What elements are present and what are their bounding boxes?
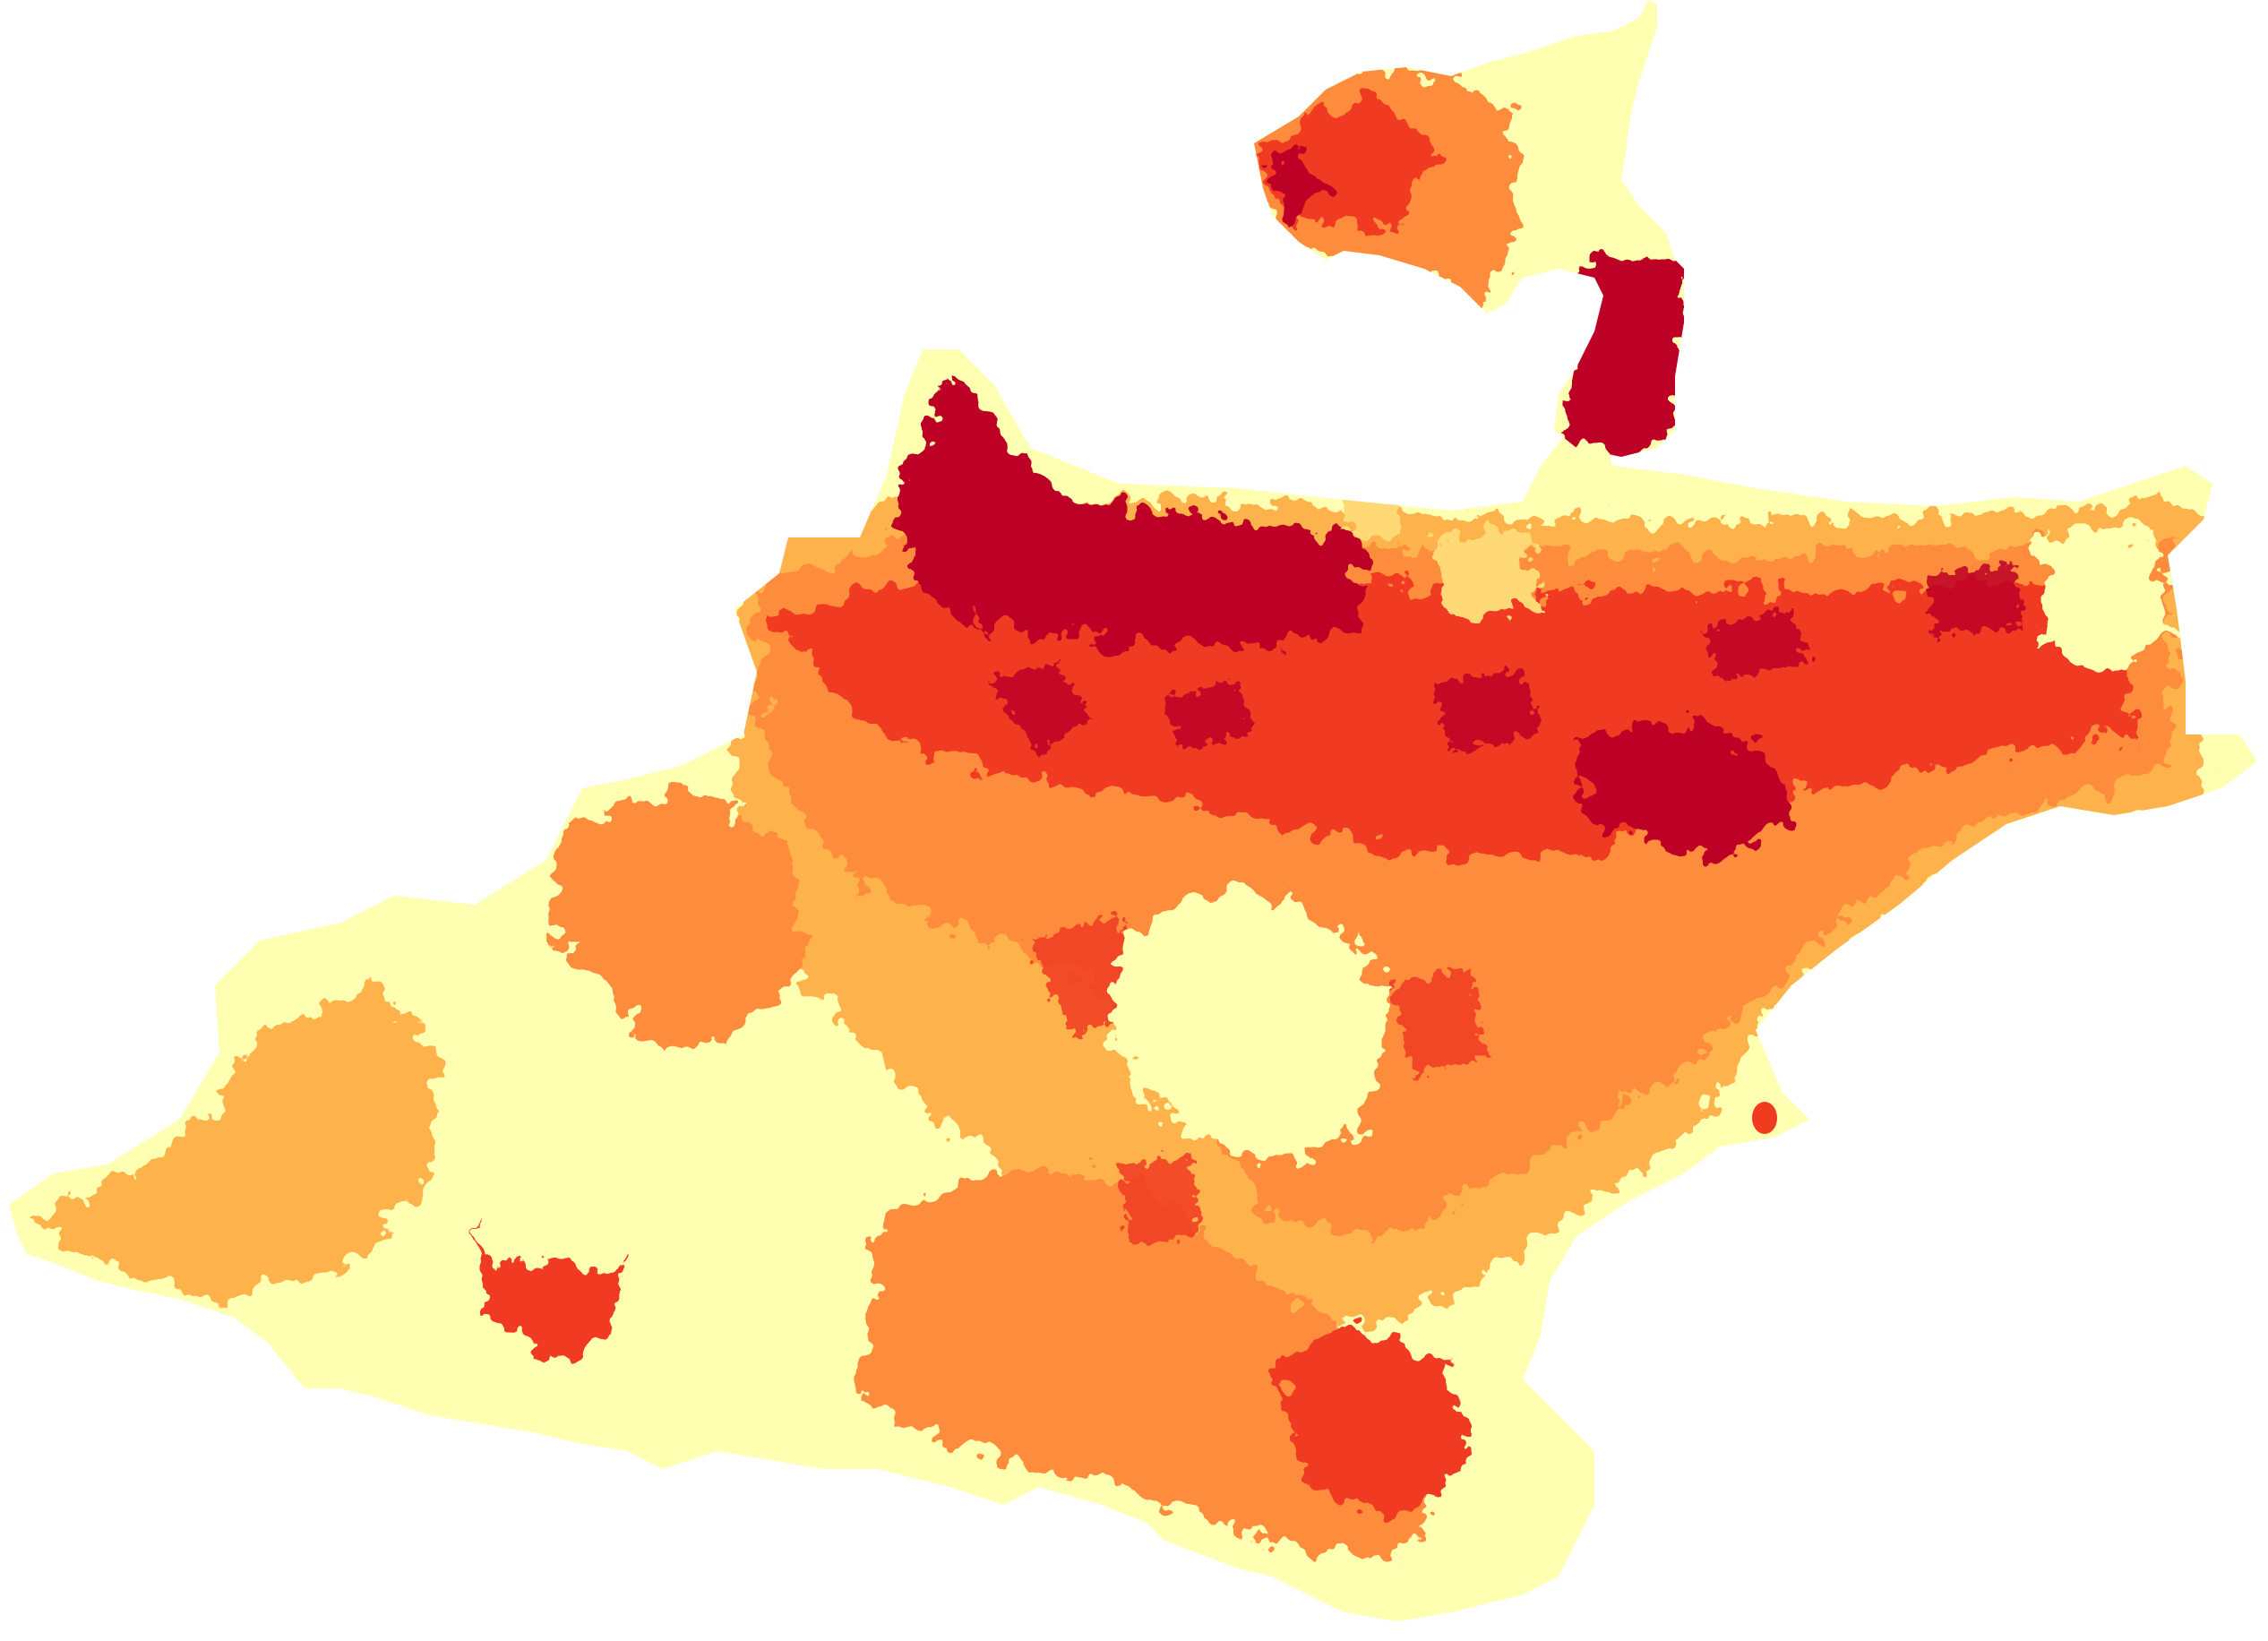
class-zones-main	[36, 376, 2204, 1559]
zone-class-6-east	[1576, 717, 1791, 860]
zone-class-4-west	[555, 788, 806, 1057]
patch-class-2	[1344, 484, 1541, 618]
patch-class-1-west	[430, 949, 699, 1272]
patch-class-1-central	[1111, 878, 1397, 1164]
zone-class-6-coast	[896, 376, 1362, 645]
zone-class-3-sw	[36, 985, 448, 1299]
class-zones-peninsula	[1254, 72, 1684, 457]
patch-class-1-east	[2042, 528, 2177, 681]
peninsula-class-6-stem	[1559, 260, 1684, 457]
speckle-class-6	[985, 564, 2024, 752]
zone-class-5-south	[1272, 1326, 1469, 1523]
peninsula-class-6-tip	[1263, 143, 1326, 215]
island-patch	[1752, 1102, 1777, 1134]
